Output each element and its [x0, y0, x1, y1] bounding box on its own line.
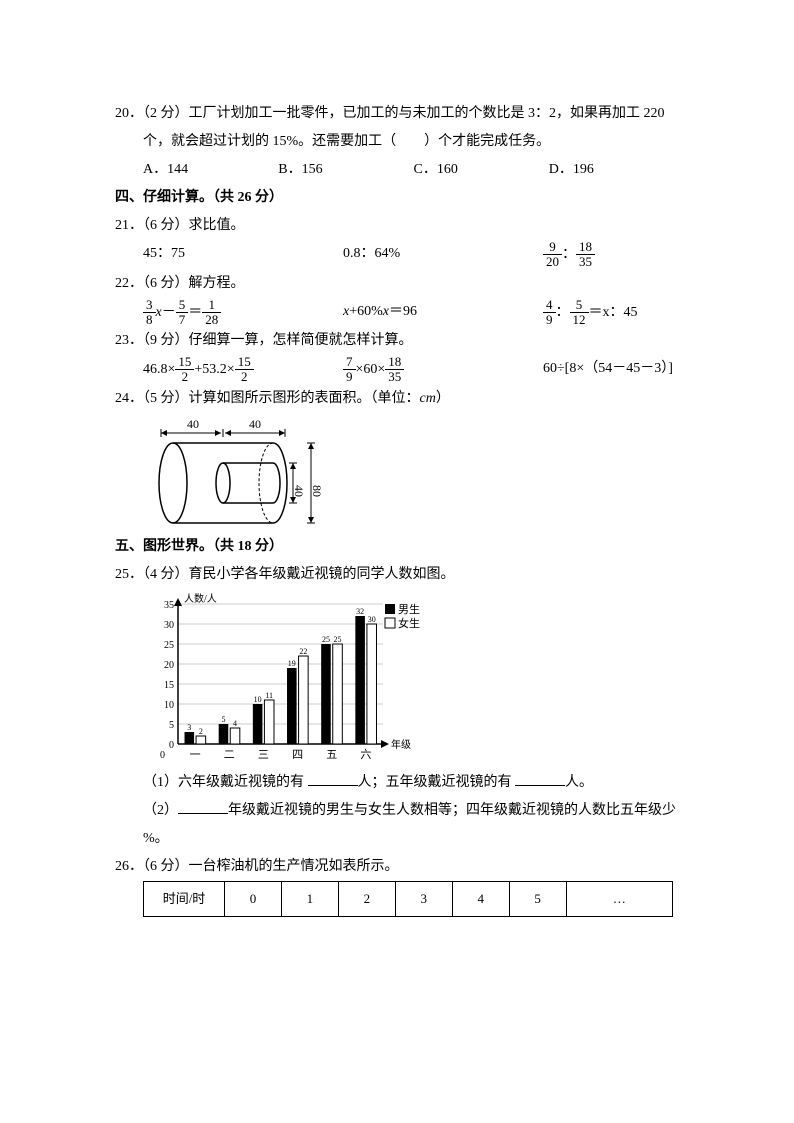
q26-table: 时间/时012345…: [143, 881, 673, 917]
svg-text:19: 19: [288, 659, 296, 668]
q21-b: 0.8：64%: [343, 240, 543, 270]
svg-text:4: 4: [233, 719, 237, 728]
svg-text:22: 22: [299, 647, 307, 656]
svg-text:2: 2: [199, 727, 203, 736]
q21-head: 21．（6 分）求比值。: [115, 212, 684, 240]
svg-text:六: 六: [360, 748, 371, 761]
svg-text:5: 5: [169, 720, 174, 731]
svg-text:五: 五: [326, 749, 337, 761]
q20-opt-c[interactable]: C．160: [414, 156, 549, 184]
table-cell: 4: [452, 881, 509, 916]
q25-sub1: （1）六年级戴近视镜的有 人；五年级戴近视镜的有 人。: [115, 769, 684, 797]
svg-text:25: 25: [164, 640, 174, 651]
table-cell: 5: [509, 881, 566, 916]
svg-text:20: 20: [164, 660, 174, 671]
svg-text:80: 80: [310, 485, 323, 497]
q23-c: 60÷[8×（54－45－3）]: [543, 355, 684, 385]
svg-text:5: 5: [221, 715, 225, 724]
svg-text:32: 32: [356, 607, 364, 616]
q23-b: 79×60×1835: [343, 355, 543, 385]
svg-text:3: 3: [187, 723, 191, 732]
table-cell: 3: [395, 881, 452, 916]
q25-sub2c: %。: [115, 825, 684, 853]
svg-text:30: 30: [368, 615, 376, 624]
table-cell: …: [566, 881, 672, 916]
q22-b: x+60%x＝96: [343, 298, 543, 328]
svg-text:10: 10: [164, 700, 174, 711]
svg-text:11: 11: [265, 691, 273, 700]
svg-text:15: 15: [164, 680, 174, 691]
q24-head: 24．（5 分）计算如图所示图形的表面积。（单位：cm）: [115, 385, 684, 413]
section-5-title: 五、图形世界。（共 18 分）: [115, 533, 684, 561]
section-4-title: 四、仔细计算。（共 26 分）: [115, 184, 684, 212]
q20-opt-b[interactable]: B．156: [278, 156, 413, 184]
table-cell: 0: [225, 881, 282, 916]
q25-head: 25．（4 分）育民小学各年级戴近视镜的同学人数如图。: [115, 561, 684, 589]
q20-opt-a[interactable]: A．144: [143, 156, 278, 184]
q22-a: 38x－57＝128: [143, 298, 343, 328]
cylinder-figure: 40 40 40 80: [143, 413, 323, 533]
svg-text:男生: 男生: [398, 602, 420, 616]
bar-chart: 05101520253035人数/人年级32一54二1011三1922四2525…: [143, 589, 443, 769]
svg-text:三: 三: [258, 749, 269, 761]
svg-text:0: 0: [160, 750, 165, 761]
svg-text:一: 一: [190, 749, 201, 761]
svg-text:40: 40: [249, 417, 261, 431]
svg-text:30: 30: [164, 620, 174, 631]
q20-line2: 个，就会超过计划的 15%。还需要加工（ ）个才能完成任务。: [115, 128, 684, 156]
svg-text:40: 40: [187, 417, 199, 431]
q22-head: 22．（6 分）解方程。: [115, 270, 684, 298]
table-cell: 时间/时: [144, 881, 225, 916]
q23-a: 46.8×152+53.2×152: [143, 355, 343, 385]
q26-head: 26．（6 分）一台榨油机的生产情况如表所示。: [115, 853, 684, 881]
q21-c: 920：1835: [543, 240, 684, 270]
table-cell: 1: [281, 881, 338, 916]
table-cell: 2: [338, 881, 395, 916]
q23-head: 23．（9 分）仔细算一算，怎样简便就怎样计算。: [115, 327, 684, 355]
svg-text:25: 25: [322, 635, 330, 644]
svg-text:四: 四: [292, 749, 303, 761]
blank-input[interactable]: [515, 771, 565, 786]
svg-text:年级: 年级: [391, 738, 411, 751]
q21-a: 45：75: [143, 240, 343, 270]
svg-text:人数/人: 人数/人: [184, 592, 217, 605]
blank-input[interactable]: [178, 799, 228, 814]
q22-c: 49：512＝x：45: [543, 298, 684, 328]
svg-text:女生: 女生: [398, 616, 420, 630]
svg-text:25: 25: [334, 635, 342, 644]
q20-opt-d[interactable]: D．196: [549, 156, 684, 184]
q20-num: 20: [115, 106, 129, 121]
svg-text:10: 10: [254, 695, 262, 704]
svg-text:35: 35: [164, 600, 174, 611]
svg-text:40: 40: [292, 485, 306, 497]
q25-sub2: （2）年级戴近视镜的男生与女生人数相等；四年级戴近视镜的人数比五年级少: [115, 797, 684, 825]
svg-text:0: 0: [169, 740, 174, 751]
q20-line1: ．（2 分）工厂计划加工一批零件，已加工的与未加工的个数比是 3：2，如果再加工…: [129, 106, 665, 121]
blank-input[interactable]: [308, 771, 358, 786]
svg-text:二: 二: [224, 749, 235, 761]
